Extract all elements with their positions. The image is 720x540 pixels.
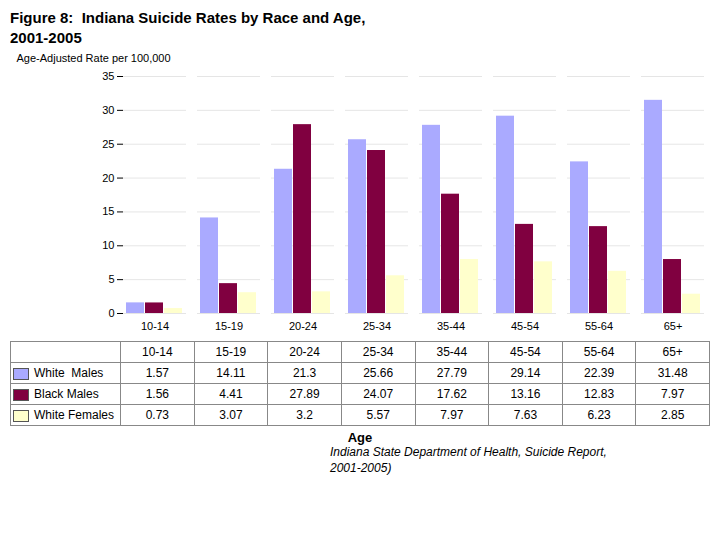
svg-text:30: 30 (102, 104, 114, 116)
html-text:12.83: 12.83 (584, 387, 615, 401)
html-text:White Females: White Females (34, 408, 114, 422)
html-text:White Males: White Males (34, 366, 104, 380)
html-text:2.85: 2.85 (661, 408, 685, 422)
html-text:65+: 65+ (662, 345, 683, 359)
html-text:Figure 8: Indiana Suicide Rate: Figure 8: Indiana Suicide Rates by Race … (10, 9, 366, 46)
html-text:3.2: 3.2 (296, 408, 313, 422)
html-text:15-19: 15-19 (215, 345, 247, 359)
html-text:13.16: 13.16 (510, 387, 541, 401)
html-text:7.63: 7.63 (513, 408, 538, 422)
svg-text:10-14: 10-14 (141, 320, 169, 332)
html-text:Black Males: Black Males (34, 387, 99, 401)
svg-text:25: 25 (102, 138, 114, 150)
html-text:1.56: 1.56 (145, 387, 169, 401)
html-text:17.62: 17.62 (436, 387, 467, 401)
html-text:31.48: 31.48 (657, 366, 688, 380)
html-text:27.79: 27.79 (436, 366, 467, 380)
svg-text:5: 5 (108, 273, 114, 285)
svg-text:55-64: 55-64 (585, 320, 613, 332)
html-text:20-24: 20-24 (289, 345, 320, 359)
html-text:35-44: 35-44 (436, 345, 468, 359)
html-text:6.23: 6.23 (587, 408, 611, 422)
html-text:7.97: 7.97 (661, 387, 685, 401)
html-text:55-64: 55-64 (583, 345, 615, 359)
svg-text:10: 10 (102, 239, 114, 251)
html-text:21.3: 21.3 (292, 366, 317, 380)
html-text:7.97: 7.97 (440, 408, 464, 422)
svg-text:35-44: 35-44 (437, 320, 465, 332)
html-text:1.57: 1.57 (145, 366, 169, 380)
html-text:4.41: 4.41 (219, 387, 243, 401)
html-text:3.07: 3.07 (219, 408, 243, 422)
html-text:29.14: 29.14 (510, 366, 541, 380)
html-text:27.89: 27.89 (289, 387, 320, 401)
svg-text:15: 15 (102, 205, 114, 217)
html-text:25-34: 25-34 (362, 345, 394, 359)
svg-text:0: 0 (108, 307, 114, 319)
html-text:5.57: 5.57 (366, 408, 390, 422)
svg-text:20: 20 (102, 172, 114, 184)
html-text:22.39: 22.39 (584, 366, 615, 380)
html-text:0.73: 0.73 (145, 408, 169, 422)
html-text:25.66: 25.66 (363, 366, 394, 380)
html-text:Age: Age (347, 430, 373, 445)
svg-text:25-34: 25-34 (363, 320, 391, 332)
html-text:10-14: 10-14 (142, 345, 173, 359)
svg-text:15-19: 15-19 (215, 320, 243, 332)
svg-text:45-54: 45-54 (511, 320, 539, 332)
html-text:14.11: 14.11 (216, 366, 246, 380)
html-text:24.07: 24.07 (363, 387, 394, 401)
svg-text:65+: 65+ (664, 320, 683, 332)
html-text:45-54: 45-54 (510, 345, 541, 359)
svg-text:35: 35 (102, 70, 114, 82)
svg-text:20-24: 20-24 (289, 320, 317, 332)
html-text:Indiana State Department of He: Indiana State Department of Health, Suic… (330, 445, 607, 475)
svg-text:Age-Adjusted Rate per 100,000: Age-Adjusted Rate per 100,000 (17, 52, 171, 64)
